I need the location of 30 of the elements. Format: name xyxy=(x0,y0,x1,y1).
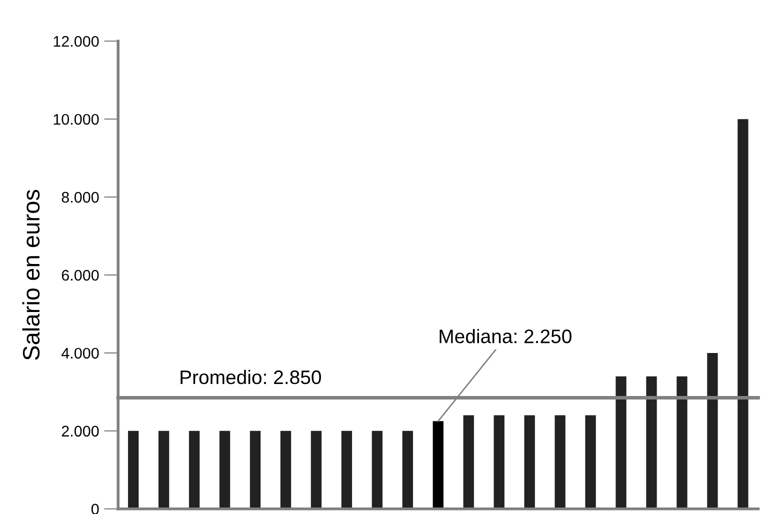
y-tick-label: 2.000 xyxy=(62,426,99,437)
bar xyxy=(463,415,474,509)
bar xyxy=(250,430,261,509)
y-tick-label: 8.000 xyxy=(62,192,99,203)
bar xyxy=(676,376,688,509)
bar xyxy=(280,430,292,509)
bar xyxy=(341,430,352,509)
bar xyxy=(402,430,414,509)
bar xyxy=(219,430,230,509)
bar xyxy=(372,430,383,509)
bar xyxy=(524,415,535,509)
bar xyxy=(158,430,170,509)
bar xyxy=(616,376,626,509)
ref-line-label: Promedio: 2.850 xyxy=(180,370,321,384)
bar xyxy=(707,352,718,509)
bar xyxy=(646,376,657,509)
y-tick-label: 12.000 xyxy=(54,36,99,47)
bar xyxy=(738,119,748,509)
bar xyxy=(432,421,444,509)
y-tick-label: 10.000 xyxy=(54,114,99,125)
bar xyxy=(494,415,504,509)
bar xyxy=(310,430,322,509)
bar xyxy=(188,430,200,509)
bar xyxy=(554,415,566,509)
bar xyxy=(128,430,139,509)
annotation: Mediana: 2.250 xyxy=(440,328,572,344)
bar xyxy=(585,415,596,509)
y-tick-label: 4.000 xyxy=(61,348,99,359)
y-tick-label: 6.000 xyxy=(62,270,99,281)
y-axis-title: Salario en euros xyxy=(22,190,40,360)
